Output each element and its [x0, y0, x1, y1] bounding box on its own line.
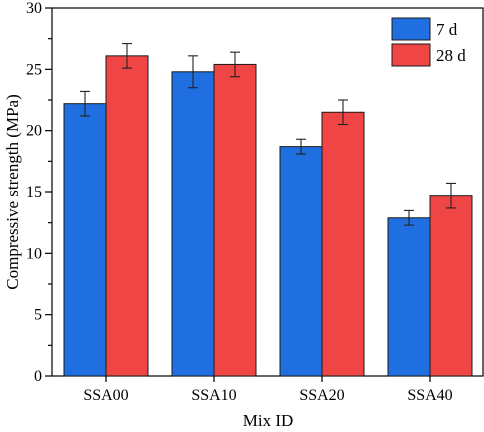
y-tick-label: 10	[26, 245, 42, 262]
legend: 7 d 28 d	[391, 17, 466, 67]
legend-label: 7 d	[436, 20, 458, 39]
y-tick-label: 15	[26, 184, 42, 201]
bar-28d-SSA40	[429, 195, 473, 377]
bar-28d-SSA10	[213, 63, 257, 377]
error-bar	[446, 182, 456, 209]
bars	[63, 55, 473, 377]
error-bar	[338, 99, 348, 126]
bar-7d-SSA10	[171, 71, 215, 377]
error-bar	[404, 209, 414, 226]
y-tick-label: 20	[26, 123, 42, 140]
x-tick-label: SSA20	[299, 387, 344, 404]
x-tick-label: SSA40	[407, 387, 452, 404]
error-bar	[230, 51, 240, 78]
legend-label: 28 d	[436, 46, 466, 65]
x-axis-title: Mix ID	[243, 411, 294, 430]
x-tick-label: SSA10	[191, 387, 236, 404]
bar-28d-SSA00	[105, 55, 149, 377]
legend-swatch	[391, 43, 431, 67]
bar-7d-SSA00	[63, 103, 107, 377]
bar-7d-SSA40	[387, 217, 431, 377]
y-axis-title: Compressive strength (MPa)	[3, 94, 22, 289]
error-bars	[80, 43, 456, 226]
legend-swatch	[391, 17, 431, 41]
x-tick-label: SSA00	[83, 387, 128, 404]
axes: 0 5 10 15 20 25 30 SSA00 SSA10 SSA20 SSA40	[26, 0, 453, 404]
y-tick-label: 5	[34, 307, 42, 324]
bar-28d-SSA20	[321, 111, 365, 377]
error-bar	[80, 90, 90, 117]
error-bar	[122, 43, 132, 69]
y-tick-label: 30	[26, 0, 42, 17]
y-tick-label: 0	[34, 368, 42, 385]
bar-7d-SSA20	[279, 146, 323, 377]
error-bar	[188, 55, 198, 89]
y-tick-label: 25	[26, 61, 42, 78]
error-bar	[296, 138, 306, 155]
